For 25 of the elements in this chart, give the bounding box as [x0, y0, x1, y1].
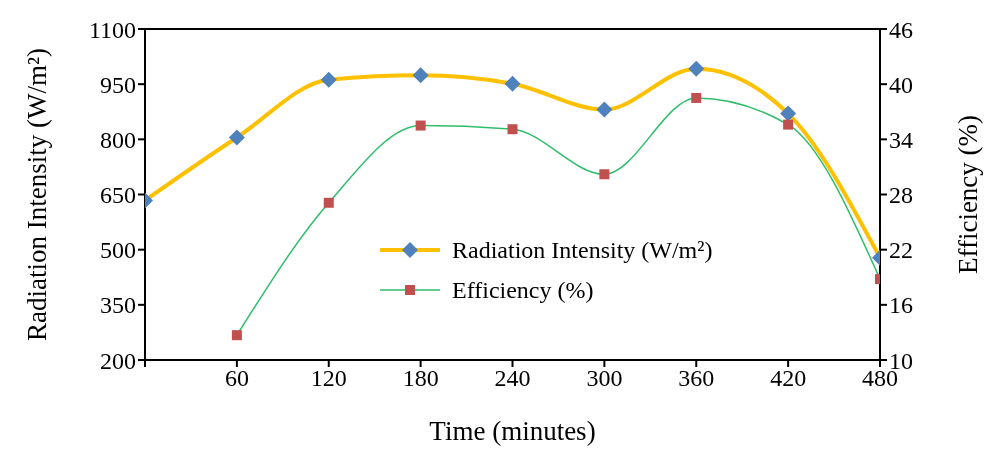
legend-label: Radiation Intensity (W/m²)	[452, 236, 713, 265]
y-tick-label: 950	[100, 71, 136, 98]
y-tick-label: 200	[100, 347, 136, 374]
x-tick-label: 240	[494, 365, 531, 392]
x-tick-label: 60	[224, 365, 249, 392]
x-tick-label: 360	[678, 365, 715, 392]
y2-tick-label: 22	[889, 237, 913, 264]
y2-tick-label: 40	[889, 71, 913, 98]
y-tick-label: 1100	[88, 16, 136, 43]
x-tick-label: 300	[586, 365, 623, 392]
y2-tick-label: 28	[889, 182, 913, 209]
legend-label: Efficiency (%)	[452, 276, 594, 305]
y-tick-label: 350	[100, 292, 136, 319]
y-tick-label: 500	[100, 237, 136, 264]
y2-tick-label: 46	[889, 16, 913, 43]
y2-axis-title: Efficiency (%)	[952, 114, 983, 275]
x-tick-label: 420	[770, 365, 807, 392]
y-tick-label: 800	[100, 126, 136, 153]
y-tick-label: 650	[100, 182, 136, 209]
x-tick-label: 120	[310, 365, 347, 392]
x-tick-label: 180	[402, 365, 439, 392]
x-axis-title: Time (minutes)	[429, 416, 596, 446]
y2-tick-label: 16	[889, 292, 913, 319]
y-axis-title: Radiation Intensity (W/m²)	[21, 47, 52, 342]
y2-tick-label: 34	[889, 126, 913, 153]
